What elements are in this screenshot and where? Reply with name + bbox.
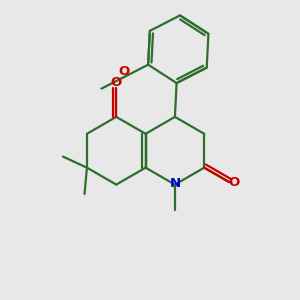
Text: O: O (229, 176, 240, 189)
Text: N: N (169, 177, 181, 190)
Text: O: O (111, 76, 122, 89)
Text: O: O (118, 65, 130, 78)
